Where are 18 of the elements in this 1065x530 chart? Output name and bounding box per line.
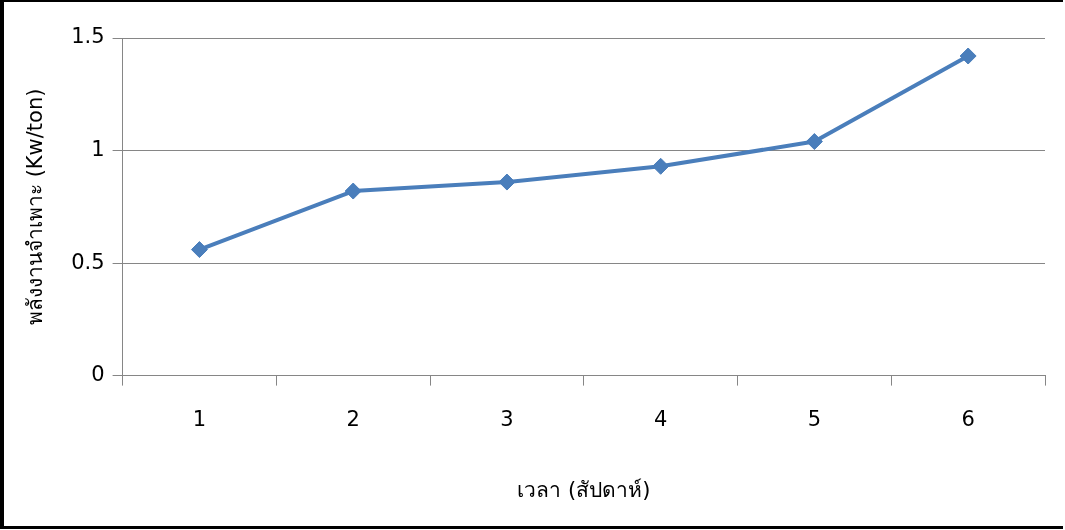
x-tick-label: 4	[653, 406, 668, 431]
x-tick-label: 3	[500, 406, 514, 431]
y-axis-title: พลังงานจำเพาะ (Kw/ton)	[23, 88, 48, 326]
y-tick-label: 0	[91, 362, 105, 387]
point	[498, 173, 516, 191]
point	[959, 47, 977, 65]
y-tick-label: 1.5	[71, 24, 105, 49]
point	[805, 133, 823, 151]
y-tick-label: 1	[91, 136, 105, 161]
x-axis-title: เวลา (สัปดาห์)	[517, 477, 651, 502]
x-tick-label: 1	[192, 406, 207, 431]
point	[652, 157, 670, 175]
x-tick-label: 5	[807, 406, 822, 431]
x-tick-label: 2	[346, 406, 360, 431]
x-tick-label: 6	[961, 406, 975, 431]
y-tick-label: 0.5	[71, 249, 105, 274]
point	[344, 182, 362, 200]
point	[190, 241, 208, 259]
